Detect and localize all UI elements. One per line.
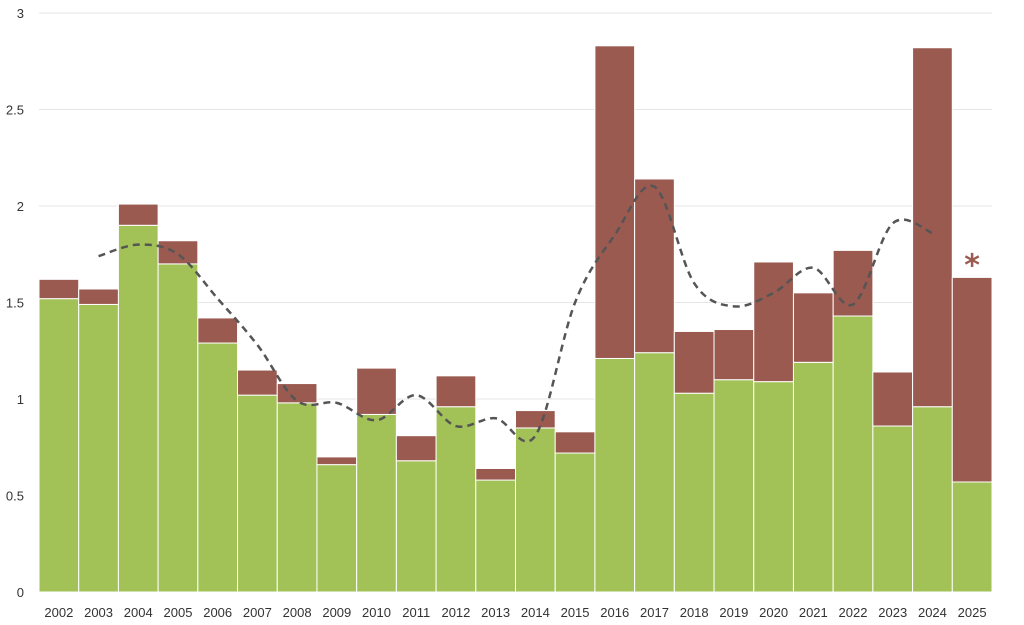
bar-2014-segment-1 <box>515 427 556 593</box>
x-tick-label: 2014 <box>521 605 550 620</box>
x-tick-label: 2012 <box>441 605 470 620</box>
bar-2016-segment-1 <box>594 357 636 593</box>
y-tick-label: 1.5 <box>6 296 24 311</box>
x-tick-label: 2017 <box>640 605 669 620</box>
bar-2017-segment-2 <box>634 178 675 354</box>
x-tick-label: 2024 <box>918 605 947 620</box>
x-tick-label: 2003 <box>84 605 113 620</box>
bar-2008-segment-2 <box>276 383 318 404</box>
bar-2025-segment-1 <box>951 481 993 593</box>
x-tick-label: 2018 <box>680 605 709 620</box>
bar-2002-segment-2 <box>38 278 80 300</box>
bar-2010-segment-2 <box>356 367 397 415</box>
bar-2003-segment-1 <box>78 303 119 593</box>
x-tick-label: 2005 <box>164 605 193 620</box>
x-tick-label: 2023 <box>878 605 907 620</box>
x-tick-label: 2021 <box>799 605 828 620</box>
x-tick-label: 2020 <box>759 605 788 620</box>
bar-2023-segment-2 <box>872 371 914 427</box>
x-tick-label: 2011 <box>402 605 430 620</box>
y-tick-label: 2 <box>17 199 24 214</box>
y-tick-label: 1 <box>17 392 24 407</box>
bar-2011-segment-1 <box>395 460 437 593</box>
bar-2012-segment-2 <box>435 375 477 408</box>
bar-2021-segment-2 <box>792 292 834 363</box>
trend-line <box>98 184 933 443</box>
bar-2015-segment-1 <box>554 452 596 593</box>
bar-2006-segment-1 <box>197 342 239 593</box>
bar-2011-segment-2 <box>395 435 437 462</box>
x-tick-label: 2015 <box>561 605 590 620</box>
trend-line-group <box>98 184 933 443</box>
bar-2020-segment-1 <box>753 381 794 593</box>
bar-2014-segment-2 <box>515 410 556 429</box>
bar-2002-segment-1 <box>38 298 80 593</box>
x-tick-label: 2022 <box>839 605 868 620</box>
bar-2015-segment-2 <box>554 431 596 454</box>
bar-2012-segment-1 <box>435 406 477 593</box>
y-tick-label: 2.5 <box>6 103 24 118</box>
bar-2005-segment-1 <box>157 263 199 593</box>
bar-2019-segment-2 <box>713 329 755 381</box>
bar-2023-segment-1 <box>872 425 914 593</box>
x-tick-label: 2025 <box>958 605 987 620</box>
y-tick-label: 0.5 <box>6 489 24 504</box>
bar-2009-segment-2 <box>316 456 358 466</box>
x-tick-label: 2016 <box>600 605 629 620</box>
bar-2013-segment-2 <box>475 467 516 481</box>
bar-2024-segment-1 <box>912 406 953 593</box>
bar-2025-segment-2 <box>951 276 993 483</box>
bar-2022-segment-1 <box>832 315 874 593</box>
x-tick-label: 2010 <box>362 605 391 620</box>
x-tick-label: 2004 <box>124 605 153 620</box>
bar-2007-segment-2 <box>237 369 278 396</box>
bar-2009-segment-1 <box>316 464 358 593</box>
asterisk-marker: * <box>964 248 980 283</box>
x-tick-label: 2006 <box>203 605 232 620</box>
bar-2006-segment-2 <box>197 317 239 344</box>
bar-2004-segment-1 <box>117 224 159 593</box>
bar-2013-segment-1 <box>475 479 516 593</box>
bar-2016-segment-2 <box>594 45 636 359</box>
bar-2018-segment-2 <box>673 330 715 394</box>
bar-2021-segment-1 <box>792 361 834 593</box>
x-tick-label: 2019 <box>719 605 748 620</box>
x-tick-label: 2009 <box>322 605 351 620</box>
x-tick-label: 2007 <box>243 605 272 620</box>
x-tick-label: 2008 <box>283 605 312 620</box>
x-axis-ticks: 2002 2003 2004 2005 2006 2007 2008 2009 2010 2011… <box>44 605 986 620</box>
bar-2003-segment-2 <box>78 288 119 305</box>
x-tick-label: 2002 <box>44 605 73 620</box>
bar-2005-segment-2 <box>157 240 199 265</box>
bar-2017-segment-1 <box>634 352 675 593</box>
annotations: * <box>964 248 980 283</box>
y-axis-ticks: 0 0.5 1 1.5 2 2.5 3 <box>6 6 24 600</box>
bar-2024-segment-2 <box>912 47 953 408</box>
bar-2010-segment-1 <box>356 413 397 593</box>
bar-2019-segment-1 <box>713 379 755 593</box>
y-tick-label: 3 <box>17 6 24 21</box>
bar-2008-segment-1 <box>276 402 318 593</box>
bar-2020-segment-2 <box>753 261 794 383</box>
bar-2004-segment-2 <box>117 203 159 226</box>
bar-2007-segment-1 <box>237 394 278 593</box>
bars <box>38 45 993 593</box>
bar-2018-segment-1 <box>673 392 715 593</box>
y-tick-label: 0 <box>17 585 24 600</box>
x-tick-label: 2013 <box>481 605 510 620</box>
